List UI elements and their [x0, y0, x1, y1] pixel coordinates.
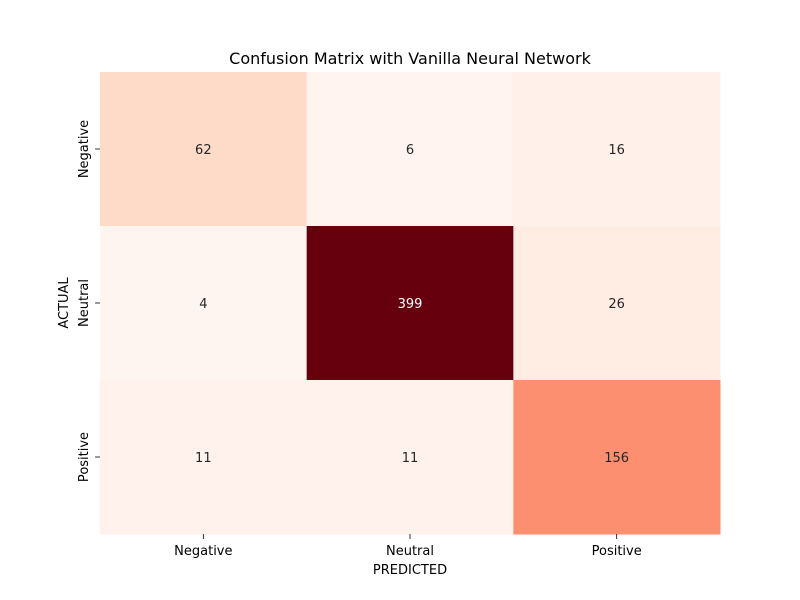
cell-negative-negative [100, 72, 308, 227]
cell-neutral-neutral [306, 226, 514, 381]
chart-title: Confusion Matrix with Vanilla Neural Net… [229, 49, 591, 68]
cell-negative-neutral [306, 72, 514, 227]
x-axis-ticks: Negative Neutral Positive [174, 534, 642, 559]
cell-value-label: 156 [604, 451, 629, 466]
cell-value-label: 62 [195, 143, 212, 158]
cell-value-label: 399 [398, 297, 423, 312]
x-tick-label-positive: Positive [592, 544, 642, 559]
cell-value-label: 11 [402, 451, 419, 466]
cell-negative-positive [513, 72, 721, 227]
x-tick-label-negative: Negative [174, 544, 232, 559]
y-tick-label-neutral: Neutral [77, 279, 92, 327]
y-tick-label-negative: Negative [77, 120, 92, 178]
heatmap-cells: 62 6 16 4 399 26 11 11 156 [100, 72, 721, 535]
cell-neutral-positive [513, 226, 721, 381]
cell-value-label: 11 [195, 451, 212, 466]
cell-value-label: 4 [199, 297, 207, 312]
y-tick-label-positive: Positive [77, 432, 92, 482]
cell-positive-positive [513, 380, 721, 535]
cell-value-label: 16 [608, 143, 625, 158]
cell-value-label: 26 [608, 297, 625, 312]
x-tick-label-neutral: Neutral [386, 544, 434, 559]
y-axis-ticks: Negative Neutral Positive [77, 120, 100, 482]
cell-neutral-negative [100, 226, 308, 381]
cell-positive-negative [100, 380, 308, 535]
cell-value-label: 6 [406, 143, 414, 158]
y-axis-label: ACTUAL [57, 277, 72, 329]
x-axis-label: PREDICTED [373, 563, 447, 578]
cell-positive-neutral [306, 380, 514, 535]
